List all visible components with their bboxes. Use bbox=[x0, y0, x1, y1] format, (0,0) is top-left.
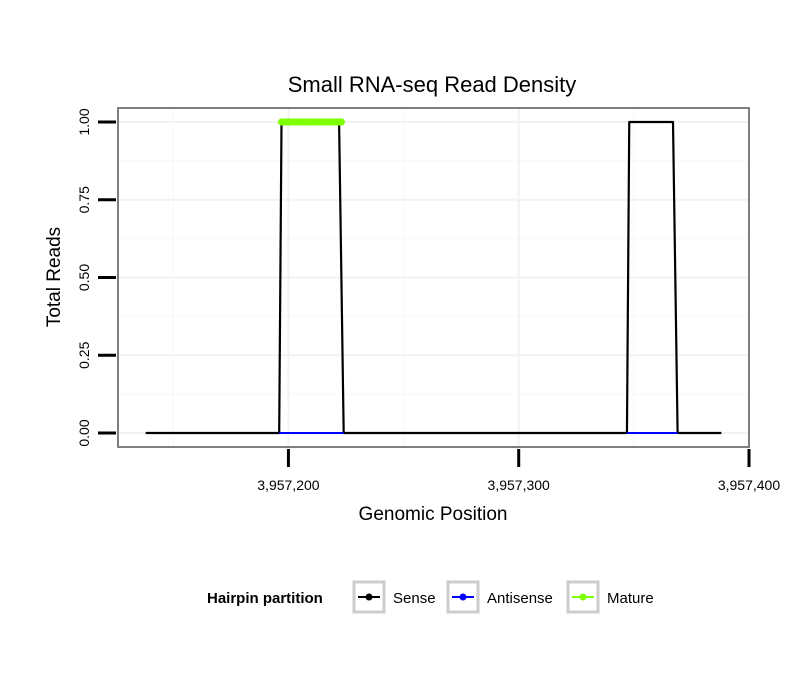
chart-title: Small RNA-seq Read Density bbox=[288, 72, 577, 97]
y-axis-title: Total Reads bbox=[44, 227, 65, 327]
y-tick-label: 0.75 bbox=[76, 186, 92, 213]
plot-panel-border bbox=[117, 107, 750, 448]
legend-item-sense: Sense bbox=[352, 580, 436, 614]
legend-point-antisense bbox=[459, 593, 467, 601]
y-axis: 0.00 0.25 0.50 0.75 1.00 bbox=[76, 108, 116, 447]
legend-point-mature bbox=[579, 593, 587, 601]
legend-label-sense: Sense bbox=[393, 590, 436, 607]
y-tick-label: 0.00 bbox=[76, 419, 92, 446]
legend-item-antisense: Antisense bbox=[446, 580, 553, 614]
series-sense-line bbox=[145, 120, 722, 435]
y-tick-label: 0.50 bbox=[76, 264, 92, 291]
legend-label-antisense: Antisense bbox=[487, 590, 553, 607]
legend-label-mature: Mature bbox=[607, 590, 654, 607]
grid-lines bbox=[118, 108, 750, 447]
x-axis: 3,957,200 3,957,300 3,957,400 bbox=[257, 449, 780, 493]
y-tick-label: 1.00 bbox=[76, 108, 92, 135]
series-mature-point bbox=[337, 118, 345, 126]
x-axis-title: Genomic Position bbox=[359, 504, 508, 525]
x-tick-label: 3,957,400 bbox=[718, 477, 780, 493]
legend: Hairpin partition Sense Antisense Mature bbox=[207, 580, 654, 614]
legend-point-sense bbox=[365, 593, 373, 601]
legend-title: Hairpin partition bbox=[207, 590, 323, 607]
series-lines bbox=[145, 118, 722, 435]
x-tick-label: 3,957,200 bbox=[257, 477, 319, 493]
y-tick-label: 0.25 bbox=[76, 341, 92, 368]
legend-item-mature: Mature bbox=[566, 580, 654, 614]
x-tick-label: 3,957,300 bbox=[488, 477, 550, 493]
